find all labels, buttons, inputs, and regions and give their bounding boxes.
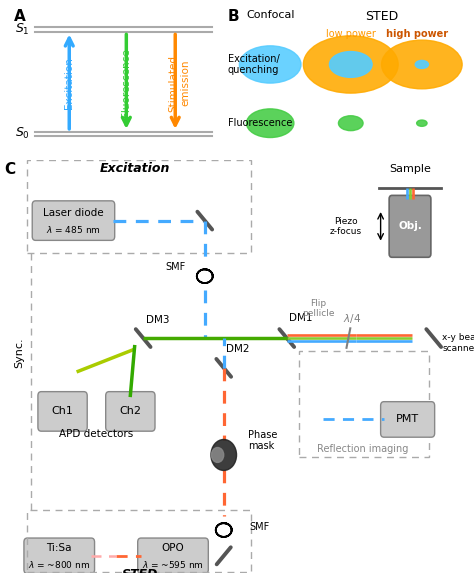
FancyBboxPatch shape — [32, 201, 115, 241]
Text: high power: high power — [386, 29, 448, 38]
Text: A: A — [14, 9, 26, 23]
Text: PMT: PMT — [396, 414, 419, 425]
Text: Ch2: Ch2 — [119, 406, 141, 417]
Circle shape — [338, 116, 363, 131]
Text: Piezo
z-focus: Piezo z-focus — [330, 217, 362, 236]
FancyBboxPatch shape — [389, 195, 431, 257]
Circle shape — [329, 52, 372, 77]
FancyBboxPatch shape — [38, 392, 87, 431]
Text: Ch1: Ch1 — [52, 406, 73, 417]
Circle shape — [211, 448, 224, 462]
Text: Fluorescence: Fluorescence — [228, 118, 292, 128]
Circle shape — [246, 109, 294, 138]
Circle shape — [382, 40, 462, 89]
Text: Stimulated
emission: Stimulated emission — [169, 54, 190, 112]
FancyBboxPatch shape — [137, 538, 209, 573]
FancyBboxPatch shape — [106, 392, 155, 431]
Text: $S_1$: $S_1$ — [15, 22, 30, 37]
Circle shape — [417, 120, 427, 127]
Text: DM3: DM3 — [146, 315, 169, 324]
Text: Sync.: Sync. — [14, 337, 24, 368]
Text: SMF: SMF — [250, 522, 270, 532]
Text: Fluorescence: Fluorescence — [121, 49, 131, 117]
FancyBboxPatch shape — [24, 538, 95, 573]
Text: Sample: Sample — [389, 164, 431, 174]
Text: Excitation/
quenching: Excitation/ quenching — [228, 54, 279, 75]
Text: $\lambda$ = ~595 nm: $\lambda$ = ~595 nm — [142, 559, 204, 570]
Text: Excitation: Excitation — [64, 57, 74, 109]
Text: STED: STED — [122, 568, 158, 573]
Text: DM2: DM2 — [226, 344, 250, 354]
Text: DM1: DM1 — [289, 313, 313, 323]
Circle shape — [239, 46, 301, 83]
Text: SMF: SMF — [165, 262, 185, 272]
Text: x-y beam
scanner: x-y beam scanner — [442, 333, 474, 352]
Text: Phase
mask: Phase mask — [248, 430, 278, 451]
Circle shape — [415, 61, 428, 69]
Text: Ti:Sa: Ti:Sa — [46, 543, 72, 554]
Text: C: C — [5, 162, 16, 176]
Text: Flip
pellicle: Flip pellicle — [302, 299, 335, 318]
Text: $S_0$: $S_0$ — [15, 127, 30, 142]
Text: $\lambda$ = ~800 nm: $\lambda$ = ~800 nm — [28, 559, 91, 570]
Circle shape — [211, 439, 237, 470]
Circle shape — [303, 36, 398, 93]
Text: OPO: OPO — [162, 543, 184, 554]
Text: Confocal: Confocal — [246, 10, 294, 20]
Text: $\lambda$/4: $\lambda$/4 — [343, 312, 361, 325]
Text: Excitation: Excitation — [100, 162, 170, 175]
Text: Laser diode: Laser diode — [43, 208, 104, 218]
Text: Obj.: Obj. — [398, 221, 422, 231]
Text: $\lambda$ = 485 nm: $\lambda$ = 485 nm — [46, 223, 101, 235]
Text: low power: low power — [326, 29, 376, 38]
Text: STED: STED — [365, 10, 398, 23]
Text: Reflection imaging: Reflection imaging — [317, 444, 408, 453]
Text: B: B — [228, 9, 239, 23]
Text: APD detectors: APD detectors — [59, 429, 133, 439]
FancyBboxPatch shape — [381, 402, 435, 437]
